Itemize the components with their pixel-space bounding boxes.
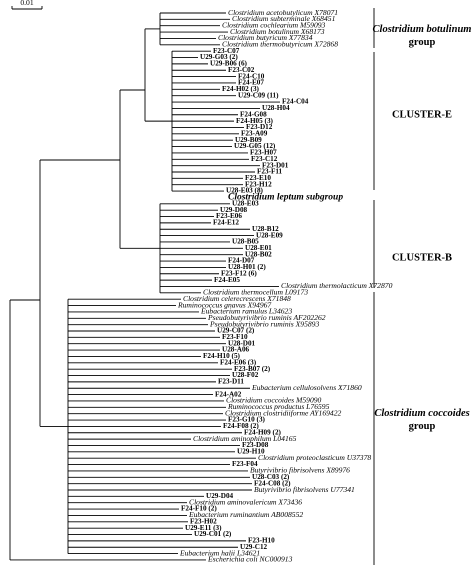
leaf-label: U29-G05 (12) (234, 142, 276, 150)
leaf-label: Eubacterium ruminantium AB008552 (188, 510, 303, 519)
leaf-label: Clostridium thermolacticum X72870 (281, 281, 393, 290)
leaf-label: F24-D07 (228, 257, 255, 265)
leaf-label: F24-G08 (240, 110, 267, 118)
leaf-label: F23-H07 (250, 149, 277, 157)
leaf-label: U28-E01 (245, 244, 272, 252)
group-label: CLUSTER-E (392, 109, 452, 120)
leaf-label: Butyrivibrio fibrisolvens U77341 (254, 485, 355, 494)
leaf-label: U28-C03 (2) (252, 473, 290, 481)
leaf-label: F23-F11 (257, 168, 283, 176)
leaf-label: U28-F02 (232, 371, 259, 379)
group-label: group (409, 37, 436, 48)
leaf-label: F24-E06 (3) (220, 358, 257, 366)
leaf-label: F23-H10 (248, 537, 275, 545)
leaf-label: U28-E09 (256, 231, 283, 239)
leaf-label: U29-C09 (11) (238, 91, 279, 99)
leaf-label: Clostridium subterminale X68451 (232, 14, 335, 23)
leaf-label: F24-H05 (3) (236, 117, 274, 125)
leaf-label: U28-B05 (232, 238, 259, 246)
leaf-label: F23-C02 (228, 66, 255, 74)
leaf-label: U29-D04 (206, 492, 234, 500)
leaf-label: U29-H10 (237, 447, 265, 455)
leaf-label: U28-E03 (8) (226, 187, 264, 195)
leaf-label: Clostridium celerecrescens X71848 (183, 294, 291, 303)
leaf-label: F23-H12 (245, 180, 272, 188)
leaf-label: F23-F10 (222, 333, 248, 341)
leaf-label: Clostridium cochlearium M59093 (222, 20, 326, 29)
leaf-label: Clostridium coccoides M59090 (226, 396, 322, 405)
leaf-label: F24-E12 (213, 219, 239, 227)
leaf-label: Clostridium thermobutyricum X72868 (222, 40, 338, 49)
leaf-label: F23-G10 (3) (228, 416, 266, 424)
leaf-label: U28-E03 (232, 199, 259, 207)
leaf-label: U29-E11 (3) (185, 524, 222, 532)
leaf-label: Clostridium acetobutylicum X78071 (228, 8, 338, 17)
leaf-label: F24-A02 (215, 390, 242, 398)
leaf-label: F23-C12 (251, 155, 278, 163)
leaf-label: F24-C08 (2) (254, 479, 291, 487)
leaf-label: Clostridium proteoclasticum U37378 (258, 453, 371, 462)
group-label: group (409, 421, 436, 432)
leaf-label: F23-C07 (213, 47, 240, 55)
leaf-label: Ruminococcus productus L76595 (227, 402, 330, 411)
leaf-label: U29-B06 (6) (210, 60, 248, 68)
group-label: Clostridium coccoides (374, 408, 469, 419)
leaf-label: Pseudobutyrivibrio ruminis AF202262 (207, 313, 326, 322)
leaf-label: Clostridium botulinum X68173 (230, 27, 325, 36)
leaf-label: U28-D01 (228, 339, 256, 347)
group-label: Clostridium botulinum (373, 24, 472, 35)
leaf-label: F24-H10 (5) (203, 352, 241, 360)
leaf-label: F24-F10 (2) (181, 505, 217, 513)
leaf-label: Butyrivibrio fibrisolvens X89976 (250, 466, 350, 475)
leaf-label: Ruminococcus gnavus X94967 (177, 300, 272, 309)
leaf-label: U28-H01 (2) (228, 263, 266, 271)
leaf-label: U29-C12 (240, 543, 268, 551)
leaf-label: F24-F08 (2) (223, 422, 259, 430)
subgroup-label: Clostridium leptum subgroup (228, 193, 343, 203)
leaf-label: Eubacterium ramulus L34623 (200, 307, 292, 316)
leaf-label: F23-E10 (245, 174, 271, 182)
leaf-label: Escherichia coli NC000913 (207, 555, 293, 564)
leaf-label: F23-D01 (262, 161, 289, 169)
leaf-label: Eubacterium cellulosolvens X71860 (251, 383, 362, 392)
leaf-label: F23-D11 (218, 378, 244, 386)
leaf-label: U29-C01 (2) (194, 530, 232, 538)
group-label: CLUSTER-B (392, 252, 452, 263)
leaf-label: U28-B02 (245, 250, 272, 258)
leaf-label: F23-F04 (232, 460, 258, 468)
leaf-label: F23-B07 (2) (234, 365, 271, 373)
leaf-label: F23-E06 (216, 212, 242, 220)
leaf-label: F24-E05 (214, 276, 240, 284)
leaf-label: F24-C04 (282, 98, 309, 106)
leaf-label: U29-G03 (2) (200, 53, 238, 61)
leaf-label: F23-A09 (241, 129, 268, 137)
leaf-label: F23-D12 (246, 123, 273, 131)
leaf-label: F24-C10 (238, 72, 265, 80)
leaf-label: F23-H02 (190, 517, 217, 525)
leaf-label: U29-C07 (2) (217, 327, 255, 335)
leaf-label: Clostridium butyricum X77834 (218, 33, 313, 42)
leaf-label: F23-D08 (242, 441, 269, 449)
leaf-label: U28-H04 (262, 104, 290, 112)
leaf-label: U29-D08 (220, 206, 248, 214)
leaf-label: F24-E07 (238, 79, 264, 87)
leaf-label: Eubacterium halii L34621 (179, 548, 260, 557)
scale-label: 0.01 (20, 0, 33, 7)
leaf-label: Pseudobutyrivibrio ruminis X95893 (209, 319, 319, 328)
leaf-label: F23-F12 (6) (221, 269, 257, 277)
leaf-label: U28-A06 (222, 346, 250, 354)
leaf-label: U28-B12 (252, 225, 279, 233)
leaf-label: Clostridium thermocellum L09173 (203, 288, 308, 297)
leaf-label: F24-H09 (2) (244, 428, 282, 436)
leaf-label: Clostridium aminophilum L04165 (193, 434, 297, 443)
leaf-label: Clostridium aminovalericum X73436 (189, 497, 302, 506)
leaf-label: F24-H02 (3) (222, 85, 260, 93)
leaf-label: Clostridium clostridiiforme AY169422 (225, 408, 342, 417)
leaf-label: U29-B09 (235, 136, 262, 144)
